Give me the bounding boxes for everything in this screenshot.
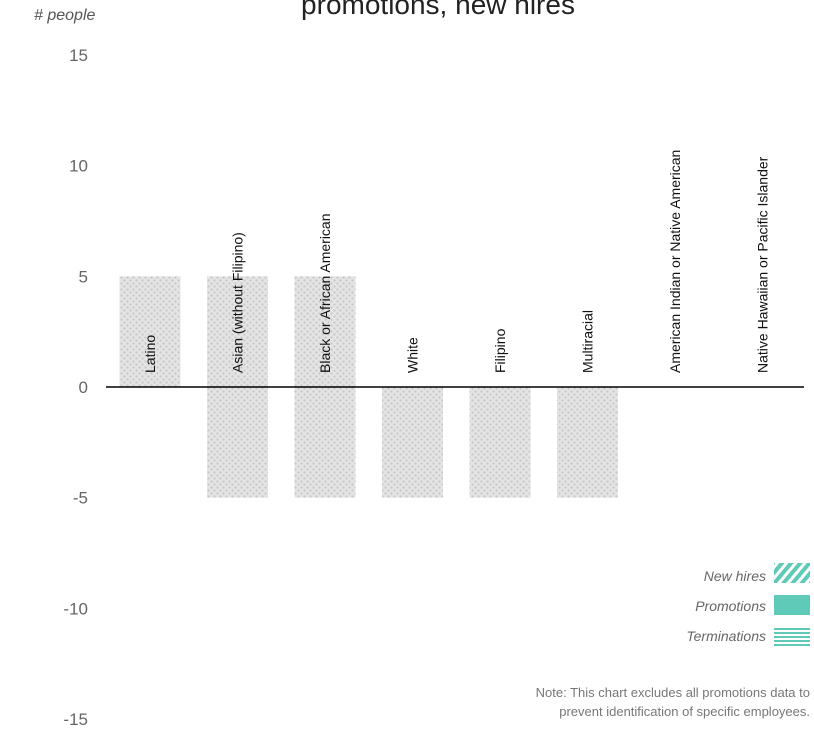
bar-new-hires <box>294 276 356 387</box>
legend-swatch-new-hires <box>774 563 810 583</box>
y-tick-label: 5 <box>79 267 88 286</box>
legend-swatch-promotions <box>774 595 810 615</box>
y-tick-label: 0 <box>79 378 88 397</box>
y-tick-label: -15 <box>63 710 88 729</box>
category-label: American Indian or Native American <box>667 150 683 373</box>
bar-terminations <box>557 387 618 498</box>
bar-terminations <box>294 387 356 498</box>
legend-label-promotions: Promotions <box>695 598 766 614</box>
bar-terminations <box>469 387 531 498</box>
legend-swatch-terminations <box>774 627 810 647</box>
note-line-2: prevent identification of specific emplo… <box>559 704 810 719</box>
category-label: Asian (without Filipino) <box>230 232 246 373</box>
bar-new-hires <box>207 276 268 387</box>
y-tick-label: 15 <box>69 46 88 65</box>
category-label: White <box>405 337 421 373</box>
bar-terminations <box>207 387 268 498</box>
category-label: Multiracial <box>580 310 596 373</box>
bar-new-hires <box>119 276 181 387</box>
legend-label-terminations: Terminations <box>686 628 766 644</box>
category-label: Filipino <box>492 328 508 373</box>
y-tick-label: -5 <box>73 489 88 508</box>
y-tick-label: 10 <box>69 157 88 176</box>
y-tick-label: -10 <box>63 599 88 618</box>
legend: New hires Promotions Terminations <box>686 563 810 647</box>
category-label: Latino <box>142 335 158 373</box>
bar-terminations <box>382 387 443 498</box>
y-axis-label: # people <box>34 7 95 24</box>
category-label: Black or African American <box>317 213 333 373</box>
note-line-1: Note: This chart excludes all promotions… <box>536 685 810 700</box>
category-label: Native Hawaiian or Pacific Islander <box>755 156 771 373</box>
chart-title: promotions, new hires <box>301 0 575 20</box>
legend-label-new-hires: New hires <box>704 568 766 584</box>
